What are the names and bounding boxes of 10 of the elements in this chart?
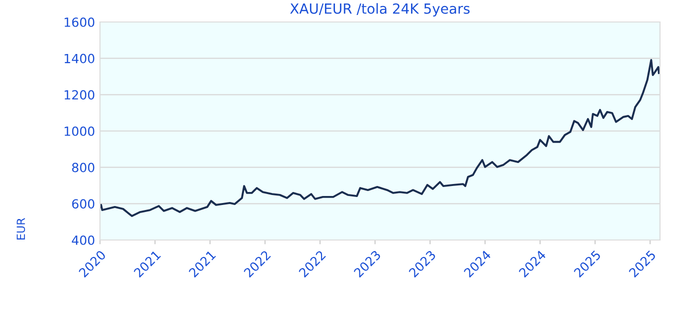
y-tick-label: 1600 xyxy=(64,17,94,27)
y-tick-label: 1000 xyxy=(64,126,94,136)
y-axis-title: EUR xyxy=(16,218,26,240)
line-series xyxy=(100,58,660,217)
y-tick-label: 1400 xyxy=(64,54,94,64)
chart-title: XAU/EUR /tola 24K 5years xyxy=(290,3,470,17)
y-tick-label: 400 xyxy=(72,235,94,245)
y-tick-label: 600 xyxy=(72,199,94,209)
y-tick-label: 1200 xyxy=(64,90,94,100)
y-tick-label: 800 xyxy=(72,162,94,172)
